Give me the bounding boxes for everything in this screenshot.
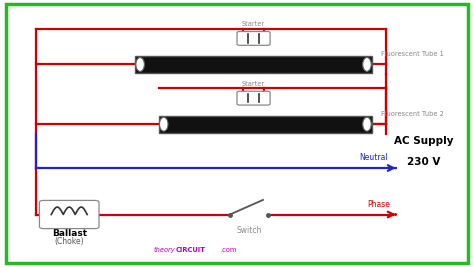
Text: (Choke): (Choke) (55, 237, 84, 246)
Text: theory: theory (154, 247, 175, 253)
Ellipse shape (363, 57, 371, 71)
FancyBboxPatch shape (237, 32, 270, 45)
Text: AC Supply: AC Supply (394, 136, 454, 146)
Ellipse shape (136, 57, 145, 71)
Ellipse shape (363, 117, 371, 131)
Text: Switch: Switch (236, 226, 262, 235)
Bar (136, 56, 372, 73)
Text: .com: .com (220, 247, 237, 253)
Text: CIRCUIT: CIRCUIT (175, 247, 206, 253)
Text: Neutral: Neutral (360, 153, 388, 162)
FancyBboxPatch shape (39, 201, 99, 229)
Text: Starter: Starter (242, 21, 265, 27)
Text: 230 V: 230 V (407, 157, 440, 167)
Text: Fluorescent Tube 1: Fluorescent Tube 1 (381, 51, 444, 57)
Text: Ballast: Ballast (52, 229, 87, 238)
Text: Phase: Phase (368, 199, 391, 209)
Text: Starter: Starter (242, 81, 265, 87)
Bar (159, 116, 372, 133)
FancyBboxPatch shape (237, 91, 270, 105)
Text: Fluorescent Tube 2: Fluorescent Tube 2 (381, 111, 444, 117)
Ellipse shape (159, 117, 168, 131)
